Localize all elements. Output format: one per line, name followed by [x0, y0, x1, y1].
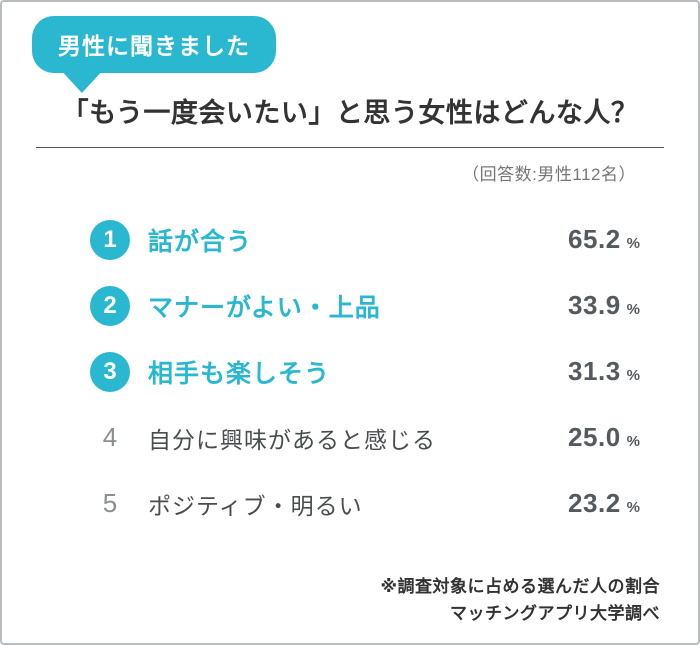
footnote-source: マッチングアプリ大学調べ	[450, 603, 660, 623]
percent-sign: %	[626, 433, 640, 451]
title-divider	[36, 146, 664, 148]
rank-label-2: マナーがよい・上品	[148, 293, 381, 322]
percent-sign: %	[626, 235, 640, 253]
rank-value-1: 65.2 %	[568, 224, 640, 255]
rank-badge-3: 3	[90, 351, 130, 392]
rank-value-2: 33.9 %	[568, 290, 640, 321]
footnote-method: ※調査対象に占める選んだ人の割合	[380, 577, 660, 597]
ranking-list: 1 話が合う 65.2 % 2 マナーがよい・上品 33.9 % 3 相手も楽し…	[2, 207, 698, 537]
respondents-note: （回答数:男性112名）	[462, 164, 636, 184]
rank-label-5: ポジティブ・明るい	[148, 492, 363, 519]
rank-number-5: 5	[102, 488, 118, 519]
footnotes: ※調査対象に占める選んだ人の割合 マッチングアプリ大学調べ	[380, 574, 660, 627]
percent-sign: %	[626, 301, 640, 319]
rank-value-3: 31.3 %	[568, 356, 640, 387]
rank-badge-1: 1	[90, 219, 130, 260]
rank-value-number-4: 25.0	[568, 422, 621, 453]
percent-sign: %	[626, 367, 640, 385]
page-title: 「もう一度会いたい」と思う女性はどんな人？	[61, 98, 639, 128]
speech-bubble: 男性に聞きました	[32, 16, 276, 93]
ranking-row-3: 3 相手も楽しそう 31.3 %	[90, 339, 640, 405]
ranking-row-1: 1 話が合う 65.2 %	[90, 207, 640, 273]
rank-label-3: 相手も楽しそう	[148, 359, 331, 388]
rank-label-4: 自分に興味があると感じる	[148, 426, 436, 453]
ranking-row-4: 4 自分に興味があると感じる 25.0 %	[90, 405, 640, 471]
rank-value-number-3: 31.3	[568, 356, 621, 387]
speech-bubble-tail	[59, 69, 104, 93]
rank-value-number-2: 33.9	[568, 290, 621, 321]
rank-value-number-5: 23.2	[568, 488, 621, 519]
speech-bubble-label: 男性に聞きました	[58, 33, 250, 59]
rank-value-5: 23.2 %	[568, 488, 640, 519]
rank-value-number-1: 65.2	[568, 224, 621, 255]
percent-sign: %	[626, 499, 640, 517]
rank-value-4: 25.0 %	[568, 422, 640, 453]
ranking-row-5: 5 ポジティブ・明るい 23.2 %	[90, 471, 640, 537]
ranking-row-2: 2 マナーがよい・上品 33.9 %	[90, 273, 640, 339]
rank-badge-2: 2	[90, 285, 130, 326]
rank-number-4: 4	[102, 422, 118, 453]
rank-label-1: 話が合う	[148, 227, 253, 256]
